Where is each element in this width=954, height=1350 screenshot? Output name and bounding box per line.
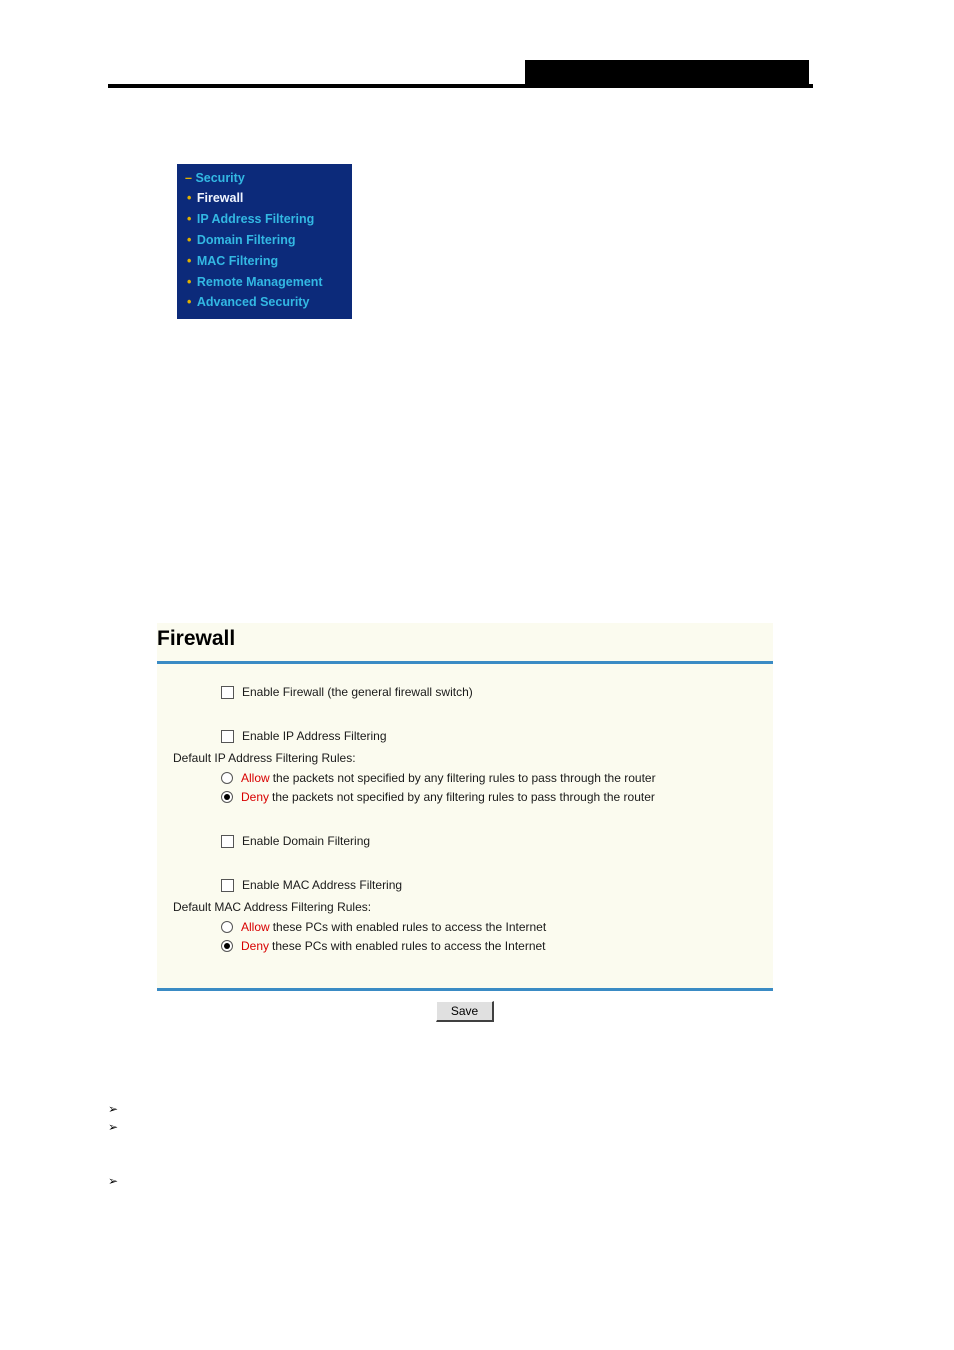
panel-body: Enable Firewall (the general firewall sw…: [157, 664, 773, 970]
enable-domain-filtering-row: Enable Domain Filtering: [221, 834, 763, 848]
ip-rule-deny-text: the packets not specified by any filteri…: [272, 790, 655, 804]
sidebar-item-advanced-security[interactable]: Advanced Security: [197, 292, 346, 313]
ip-rules-heading: Default IP Address Filtering Rules:: [173, 751, 763, 765]
sidebar-item-label: Advanced Security: [197, 295, 310, 309]
sidebar-item-ip-filtering[interactable]: IP Address Filtering: [197, 209, 346, 230]
sidebar-item-remote-management[interactable]: Remote Management: [197, 272, 346, 293]
enable-ip-filtering-label: Enable IP Address Filtering: [242, 729, 387, 743]
enable-mac-filtering-row: Enable MAC Address Filtering: [221, 878, 763, 892]
ip-rule-allow-keyword: Allow: [241, 771, 270, 785]
sidebar-item-mac-filtering[interactable]: MAC Filtering: [197, 251, 346, 272]
enable-domain-filtering-label: Enable Domain Filtering: [242, 834, 370, 848]
mac-rule-allow-row: Allow these PCs with enabled rules to ac…: [221, 920, 763, 934]
sidebar-item-label: MAC Filtering: [197, 254, 278, 268]
sidebar-item-domain-filtering[interactable]: Domain Filtering: [197, 230, 346, 251]
mac-rule-deny-text: these PCs with enabled rules to access t…: [272, 939, 546, 953]
ip-rule-allow-row: Allow the packets not specified by any f…: [221, 771, 763, 785]
ip-rule-allow-radio[interactable]: [221, 772, 233, 784]
arrow-bullet: ➢: [108, 1174, 118, 1188]
enable-firewall-row: Enable Firewall (the general firewall sw…: [221, 685, 763, 699]
arrow-bullet: ➢: [108, 1102, 118, 1116]
header-black-strip: [525, 60, 809, 85]
sidebar-item-firewall[interactable]: Firewall: [197, 188, 346, 209]
enable-domain-filtering-checkbox[interactable]: [221, 835, 234, 848]
enable-mac-filtering-checkbox[interactable]: [221, 879, 234, 892]
sidebar-item-label: Firewall: [197, 191, 244, 205]
arrow-bullet: ➢: [108, 1120, 118, 1134]
footnote-arrows: ➢ ➢ ➢: [108, 1098, 118, 1192]
sidebar-item-label: Remote Management: [197, 275, 323, 289]
security-sidebar: Security Firewall IP Address Filtering D…: [177, 164, 352, 319]
enable-ip-filtering-checkbox[interactable]: [221, 730, 234, 743]
panel-title: Firewall: [157, 623, 773, 661]
save-button-row: Save: [157, 991, 773, 1038]
ip-rule-deny-keyword: Deny: [241, 790, 269, 804]
mac-rule-deny-row: Deny these PCs with enabled rules to acc…: [221, 939, 763, 953]
ip-rule-allow-text: the packets not specified by any filteri…: [273, 771, 656, 785]
sidebar-item-label: IP Address Filtering: [197, 212, 314, 226]
nav-items-list: Firewall IP Address Filtering Domain Fil…: [183, 188, 346, 313]
mac-rule-deny-keyword: Deny: [241, 939, 269, 953]
mac-rule-allow-text: these PCs with enabled rules to access t…: [273, 920, 547, 934]
mac-rule-allow-keyword: Allow: [241, 920, 270, 934]
enable-mac-filtering-label: Enable MAC Address Filtering: [242, 878, 402, 892]
firewall-panel: Firewall Enable Firewall (the general fi…: [157, 623, 773, 1038]
save-button[interactable]: Save: [436, 1001, 494, 1022]
header-rule: [108, 84, 813, 88]
mac-rule-deny-radio[interactable]: [221, 940, 233, 952]
ip-rule-deny-row: Deny the packets not specified by any fi…: [221, 790, 763, 804]
nav-heading-security[interactable]: Security: [183, 168, 346, 188]
nav-heading-label: Security: [195, 171, 244, 185]
enable-firewall-checkbox[interactable]: [221, 686, 234, 699]
sidebar-item-label: Domain Filtering: [197, 233, 296, 247]
mac-rule-allow-radio[interactable]: [221, 921, 233, 933]
mac-rules-heading: Default MAC Address Filtering Rules:: [173, 900, 763, 914]
enable-ip-filtering-row: Enable IP Address Filtering: [221, 729, 763, 743]
enable-firewall-label: Enable Firewall (the general firewall sw…: [242, 685, 473, 699]
ip-rule-deny-radio[interactable]: [221, 791, 233, 803]
